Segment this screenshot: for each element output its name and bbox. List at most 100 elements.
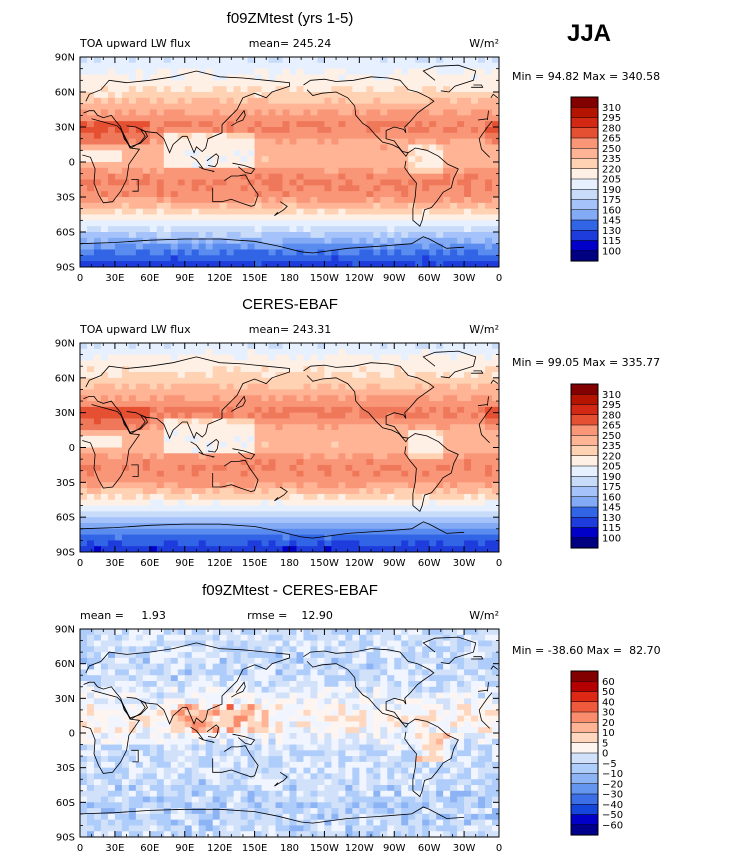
field-cell [317,80,326,87]
field-cell [401,144,409,151]
field-cell [303,202,312,210]
field-cell [170,406,179,414]
field-cell [184,202,193,210]
field-cell [93,220,102,227]
field-cell [464,202,472,210]
field-cell [436,366,444,373]
field-cell [205,406,214,414]
field-cell [317,424,326,431]
field-cell [464,232,472,239]
field-cell [128,74,137,81]
field-cell [478,372,486,379]
field-cell [247,383,256,391]
field-cell [86,97,95,105]
field-cell [247,97,256,105]
field-cell [100,255,109,262]
field-cell [387,179,395,186]
field-cell [415,348,423,356]
field-cell [478,261,486,267]
field-cell [380,348,388,356]
field-cell [233,348,242,356]
field-cell [212,97,221,105]
field-cell [93,629,102,636]
field-cell [310,156,319,163]
field-cell [233,185,242,192]
field-cell [366,470,374,478]
field-cell [80,185,88,192]
field-cell [485,92,493,99]
field-cell [198,243,207,251]
field-cell [464,162,472,169]
field-cell [240,646,249,653]
field-cell [170,540,179,547]
field-cell [289,232,298,239]
field-cell [114,179,123,186]
field-cell [464,127,472,134]
field-cell [114,138,123,146]
field-cell [492,406,499,414]
field-cell [317,505,326,512]
field-cell [121,127,130,134]
field-cell [310,493,319,501]
field-cell [471,185,479,192]
field-cell [450,226,458,233]
field-cell [205,511,214,518]
field-cell [149,261,158,267]
field-cell [380,424,388,431]
field-cell [457,138,465,146]
field-cell [373,86,381,93]
field-cell [296,115,305,122]
field-cell [457,185,465,192]
field-cell [373,528,381,536]
field-cell [80,348,88,356]
field-cell [331,191,339,198]
field-cell [184,476,193,483]
field-cell [205,162,214,169]
field-cell [205,97,214,105]
coastline [490,93,499,99]
field-cell [212,401,221,408]
field-cell [247,197,256,204]
field-cell [436,255,444,262]
field-cell [401,528,409,536]
field-cell [86,418,95,425]
field-cell [114,505,123,512]
field-cell [373,57,381,64]
field-cell [324,430,332,437]
field-cell [233,144,242,151]
field-cell [177,162,186,169]
field-cell [436,80,444,87]
field-cell [394,412,402,420]
coastline [422,64,477,93]
field-cell [163,412,172,420]
field-cell [177,197,186,204]
field-cell [212,232,221,239]
field-cell [261,441,270,449]
field-cell [226,354,235,362]
field-cell [268,453,277,460]
field-cell [429,629,437,636]
field-cell [107,348,116,356]
field-cell [401,343,409,350]
field-cell [247,138,256,146]
field-cell [394,261,402,267]
field-cell [205,476,214,483]
field-cell [492,179,499,186]
field-cell [317,132,326,140]
field-cell [359,511,367,518]
field-cell [191,366,200,373]
field-cell [282,249,291,256]
field-cell [471,97,479,105]
field-cell [80,179,88,186]
field-cell [205,634,214,642]
field-cell [226,121,235,128]
field-cell [93,441,102,449]
field-cell [163,517,172,524]
field-cell [303,109,312,116]
field-cell [100,97,109,105]
field-cell [352,360,360,367]
field-cell [415,354,423,362]
field-cell [233,546,242,552]
field-cell [345,127,353,134]
field-cell [443,424,451,431]
